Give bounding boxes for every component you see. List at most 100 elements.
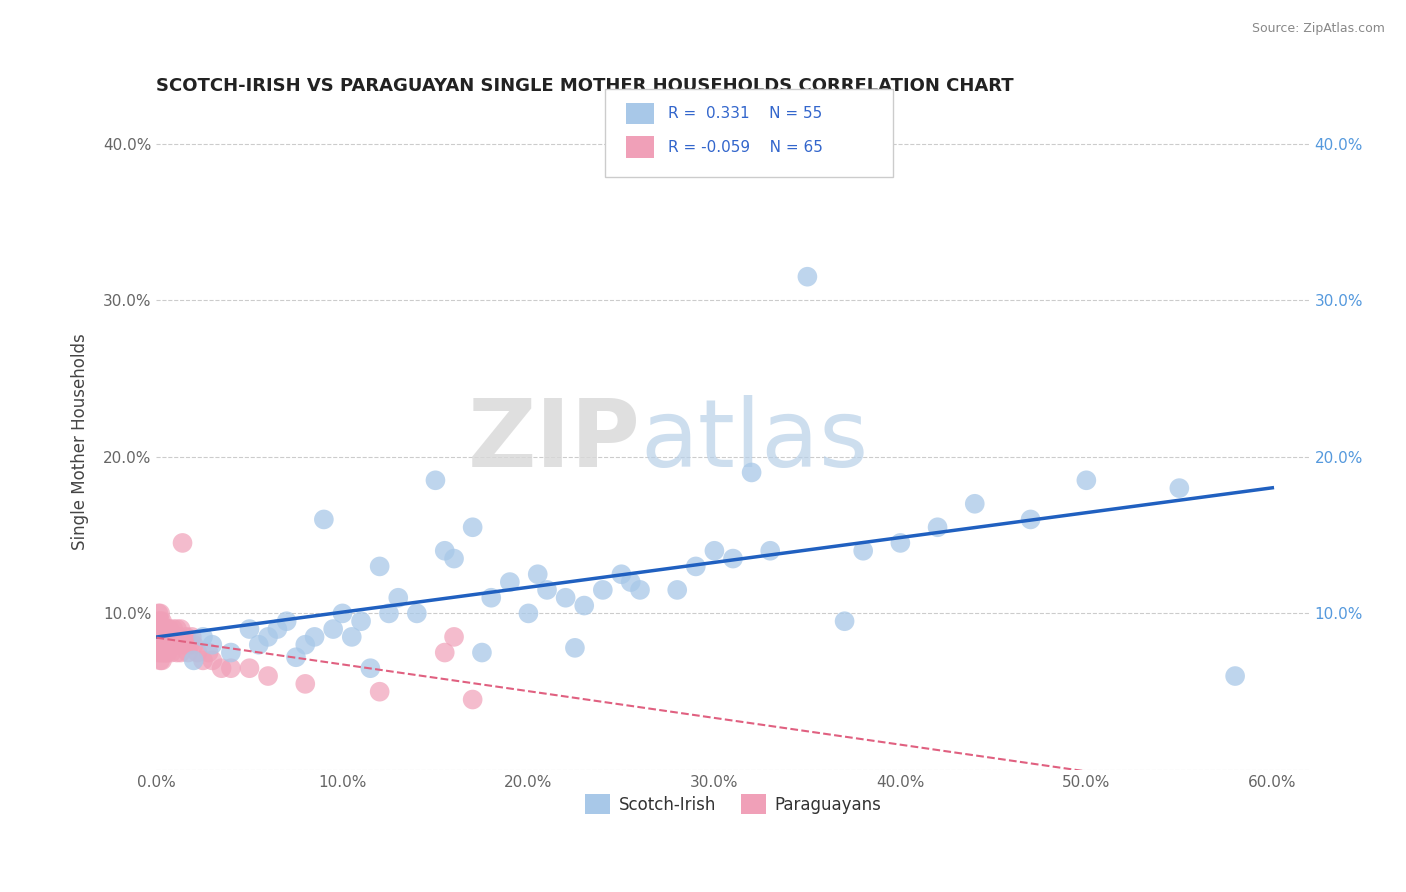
Point (294, 677, 316, 691)
Point (183, 653, 205, 667)
Point (155, 630, 177, 644)
Point (564, 640, 586, 655)
Point (368, 684, 391, 698)
Point (359, 661, 381, 675)
Point (285, 650, 308, 665)
Point (703, 543, 725, 558)
Point (148, 614, 170, 628)
Point (149, 653, 172, 667)
Point (312, 512, 335, 526)
Point (150, 622, 173, 636)
Point (304, 630, 326, 644)
Point (159, 630, 181, 644)
Point (741, 466, 763, 480)
Point (238, 622, 260, 636)
Point (852, 543, 875, 558)
Point (177, 646, 200, 660)
Point (156, 638, 179, 652)
Point (471, 646, 494, 660)
Point (479, 591, 502, 605)
Point (378, 607, 401, 621)
Point (167, 638, 190, 652)
Text: SCOTCH-IRISH VS PARAGUAYAN SINGLE MOTHER HOUSEHOLDS CORRELATION CHART: SCOTCH-IRISH VS PARAGUAYAN SINGLE MOTHER… (156, 78, 1014, 95)
Point (165, 638, 187, 652)
Point (238, 661, 260, 675)
Point (165, 630, 187, 644)
Point (160, 646, 183, 660)
Point (405, 607, 427, 621)
Point (433, 543, 456, 558)
Point (156, 622, 179, 636)
Point (150, 622, 173, 636)
Point (169, 622, 191, 636)
Point (148, 607, 170, 621)
Point (219, 646, 242, 660)
Point (526, 567, 548, 582)
Point (160, 638, 183, 652)
Point (180, 630, 202, 644)
Point (759, 543, 782, 558)
Point (433, 646, 456, 660)
Text: R =  0.331    N = 55: R = 0.331 N = 55 (668, 106, 823, 120)
Point (499, 575, 522, 590)
Point (340, 630, 363, 644)
Point (294, 638, 316, 652)
Point (156, 646, 179, 660)
Point (169, 646, 191, 660)
Point (425, 473, 447, 487)
Point (148, 646, 170, 660)
Point (191, 630, 214, 644)
Point (150, 653, 173, 667)
Y-axis label: Single Mother Households: Single Mother Households (72, 333, 89, 549)
Point (257, 669, 280, 683)
Point (368, 559, 391, 574)
Point (322, 622, 344, 636)
Point (149, 614, 172, 628)
Point (592, 582, 614, 597)
Point (517, 607, 540, 621)
Point (148, 622, 170, 636)
Point (1076, 473, 1098, 487)
Point (149, 622, 172, 636)
Point (276, 614, 298, 628)
Point (620, 575, 643, 590)
Point (159, 622, 181, 636)
Point (155, 646, 177, 660)
Point (150, 638, 173, 652)
Text: Source: ZipAtlas.com: Source: ZipAtlas.com (1251, 22, 1385, 36)
Point (174, 630, 197, 644)
Point (186, 646, 208, 660)
Point (166, 622, 188, 636)
Point (461, 692, 484, 706)
Point (332, 607, 354, 621)
Point (628, 582, 651, 597)
Text: ZIP: ZIP (468, 395, 641, 487)
Point (201, 653, 224, 667)
Point (155, 622, 177, 636)
Point (219, 661, 242, 675)
Point (197, 646, 219, 660)
Point (721, 551, 744, 566)
Point (162, 630, 184, 644)
Point (574, 599, 596, 613)
Point (201, 638, 224, 652)
Point (387, 591, 409, 605)
Point (461, 520, 484, 534)
Point (149, 630, 172, 644)
Point (166, 646, 188, 660)
Point (150, 630, 173, 644)
Point (191, 653, 214, 667)
Legend: Scotch-Irish, Paraguayans: Scotch-Irish, Paraguayans (578, 788, 887, 821)
Text: R = -0.059    N = 65: R = -0.059 N = 65 (668, 140, 823, 154)
Point (150, 614, 173, 628)
Point (153, 622, 176, 636)
Point (153, 646, 176, 660)
Point (927, 520, 949, 534)
Text: atlas: atlas (641, 395, 869, 487)
Point (257, 630, 280, 644)
Point (443, 630, 465, 644)
Point (150, 646, 173, 660)
Point (443, 551, 465, 566)
Point (963, 497, 986, 511)
Point (155, 638, 177, 652)
